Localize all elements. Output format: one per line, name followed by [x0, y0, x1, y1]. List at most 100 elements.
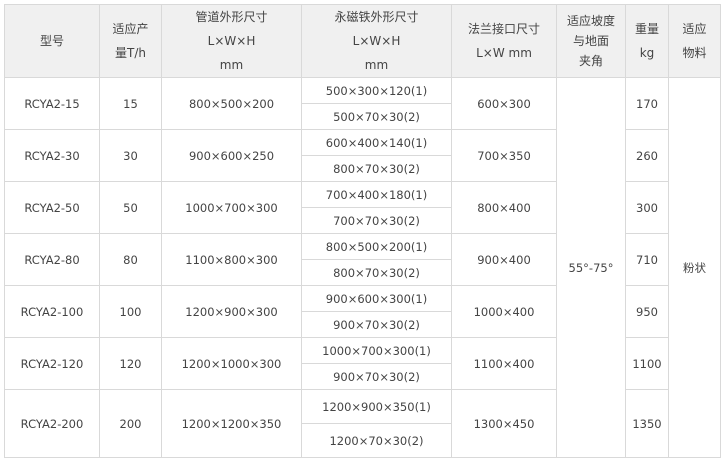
header-text: 型号 [39, 34, 64, 48]
cell-magnet-2: 700×70×30(2) [301, 207, 452, 234]
cell-pipe: 1200×1200×350 [161, 389, 302, 458]
cell-flange-text: 600×300 [477, 96, 531, 111]
cell-material: 粉状 [668, 77, 721, 458]
header-text: kg [639, 46, 655, 60]
cell-flange: 1300×450 [451, 389, 557, 458]
cell-pipe: 800×500×200 [161, 77, 302, 130]
cell-pipe: 900×600×250 [161, 129, 302, 182]
cell-magnet-2-text: 800×70×30(2) [333, 161, 420, 176]
cell-magnet-2-text: 1200×70×30(2) [329, 433, 424, 448]
cell-weight-text: 1350 [632, 416, 662, 431]
cell-capacity: 50 [99, 181, 162, 234]
cell-flange: 900×400 [451, 233, 557, 286]
cell-pipe-text: 1000×700×300 [185, 200, 278, 215]
cell-capacity: 120 [99, 337, 162, 390]
table-row: RCYA2-80 80 1100×800×300 800×500×200(1) 900×… [4, 233, 721, 286]
table-subrow: 700×70×30(2) [5, 207, 721, 234]
header-text: 重量 [634, 22, 659, 36]
cell-model: RCYA2-50 [4, 181, 100, 234]
cell-capacity: 15 [99, 77, 162, 130]
header-text: 管道外形尺寸 [195, 10, 268, 24]
cell-flange-text: 700×350 [477, 148, 531, 163]
header-model: 型号 [4, 4, 100, 78]
header-text: mm [219, 58, 244, 72]
cell-magnet-1: 800×500×200(1) [301, 233, 452, 260]
cell-capacity: 80 [99, 233, 162, 286]
header-text: 物料 [682, 46, 707, 60]
cell-capacity: 200 [99, 389, 162, 458]
cell-weight: 260 [625, 129, 669, 182]
cell-magnet-2: 1200×70×30(2) [301, 423, 452, 458]
header-text: 量T/h [115, 46, 146, 60]
cell-capacity-text: 100 [119, 304, 142, 319]
cell-flange-text: 800×400 [477, 200, 531, 215]
cell-weight: 300 [625, 181, 669, 234]
cell-flange: 700×350 [451, 129, 557, 182]
header-magnet: 永磁铁外形尺寸 L×W×H mm [301, 4, 452, 78]
cell-model: RCYA2-30 [4, 129, 100, 182]
cell-angle: 55°-75° [556, 77, 626, 458]
cell-model: RCYA2-200 [4, 389, 100, 458]
header-text: 适应坡度 [566, 14, 615, 28]
cell-magnet-1: 900×600×300(1) [301, 285, 452, 312]
cell-pipe-text: 900×600×250 [188, 148, 275, 163]
table-row: RCYA2-200 200 1200×1200×350 1200×900×350(1)… [4, 389, 721, 458]
cell-magnet-2: 800×70×30(2) [301, 155, 452, 182]
cell-pipe: 1200×900×300 [161, 285, 302, 338]
cell-flange-text: 900×400 [477, 252, 531, 267]
cell-flange: 1100×400 [451, 337, 557, 390]
header-pipe: 管道外形尺寸 L×W×H mm [161, 4, 302, 78]
cell-magnet-1-text: 800×500×200(1) [325, 239, 428, 254]
cell-capacity-text: 120 [119, 356, 142, 371]
cell-magnet-1-text: 1000×700×300(1) [322, 343, 431, 358]
cell-magnet-1-text: 500×300×120(1) [325, 83, 428, 98]
cell-magnet-1: 1000×700×300(1) [301, 337, 452, 364]
table-subrow: 900×70×30(2) [5, 363, 721, 390]
header-text: L×W×H [207, 34, 256, 48]
cell-weight-text: 170 [636, 96, 658, 111]
table-subrow: 500×70×30(2) [5, 103, 721, 130]
cell-model: RCYA2-100 [4, 285, 100, 338]
cell-magnet-1-text: 900×600×300(1) [325, 291, 428, 306]
cell-flange-text: 1300×450 [473, 416, 535, 431]
cell-magnet-2: 900×70×30(2) [301, 363, 452, 390]
cell-pipe-text: 1200×900×300 [185, 304, 278, 319]
cell-model-text: RCYA2-15 [24, 96, 80, 111]
cell-weight: 710 [625, 233, 669, 286]
cell-magnet-2-text: 700×70×30(2) [333, 213, 420, 228]
cell-capacity-text: 30 [123, 148, 138, 163]
cell-model-text: RCYA2-100 [20, 304, 84, 319]
table-row: RCYA2-30 30 900×600×250 600×400×140(1) 700×3… [4, 129, 721, 182]
cell-model-text: RCYA2-120 [20, 356, 84, 371]
cell-flange: 800×400 [451, 181, 557, 234]
cell-model: RCYA2-120 [4, 337, 100, 390]
spec-table: 型号 适应产 量T/h 管道外形尺寸 L×W×H mm 永磁铁外形尺寸 L×W×H mm … [4, 4, 721, 458]
cell-pipe: 1000×700×300 [161, 181, 302, 234]
cell-flange-text: 1100×400 [473, 356, 535, 371]
cell-flange: 600×300 [451, 77, 557, 130]
cell-pipe-text: 800×500×200 [188, 96, 275, 111]
header-text: 夹角 [578, 54, 603, 68]
header-flange: 法兰接口尺寸 L×W mm [451, 4, 557, 78]
header-material: 适应 物料 [668, 4, 721, 78]
cell-magnet-1: 700×400×180(1) [301, 181, 452, 208]
header-text: 与地面 [572, 34, 609, 48]
header-text: 适应 [682, 22, 707, 36]
cell-magnet-2: 800×70×30(2) [301, 259, 452, 286]
cell-capacity-text: 80 [123, 252, 138, 267]
cell-weight: 1350 [625, 389, 669, 458]
cell-flange: 1000×400 [451, 285, 557, 338]
cell-magnet-2-text: 800×70×30(2) [333, 265, 420, 280]
cell-model-text: RCYA2-50 [24, 200, 80, 215]
cell-model: RCYA2-80 [4, 233, 100, 286]
header-angle: 适应坡度 与地面 夹角 [556, 4, 626, 78]
cell-pipe-text: 1100×800×300 [185, 252, 278, 267]
cell-flange-text: 1000×400 [473, 304, 535, 319]
cell-magnet-2-text: 500×70×30(2) [333, 109, 420, 124]
cell-weight-text: 950 [636, 304, 658, 319]
cell-magnet-2: 500×70×30(2) [301, 103, 452, 130]
cell-capacity-text: 200 [119, 416, 142, 431]
header-text: 法兰接口尺寸 [467, 22, 540, 36]
cell-pipe-text: 1200×1200×350 [181, 416, 282, 431]
cell-magnet-1: 600×400×140(1) [301, 129, 452, 156]
